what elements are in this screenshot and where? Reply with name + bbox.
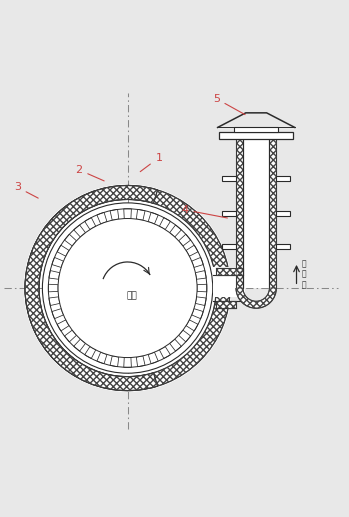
Wedge shape (170, 339, 181, 351)
Wedge shape (179, 234, 191, 246)
Wedge shape (159, 346, 170, 358)
Bar (222, 176, 236, 181)
Wedge shape (49, 270, 60, 279)
Text: 排
风
口: 排 风 口 (302, 259, 306, 289)
Polygon shape (216, 301, 236, 308)
Text: 1: 1 (140, 153, 162, 172)
Text: 4: 4 (181, 205, 228, 218)
Bar (269, 139, 276, 288)
Bar (269, 139, 276, 288)
Bar (234, 128, 278, 132)
Wedge shape (192, 257, 203, 267)
Circle shape (24, 185, 231, 391)
Text: 旋向: 旋向 (126, 291, 137, 300)
Wedge shape (192, 309, 203, 318)
Wedge shape (148, 352, 158, 364)
Bar (213, 267, 245, 297)
Bar (236, 139, 243, 288)
Bar (222, 211, 236, 216)
Wedge shape (85, 346, 96, 358)
Wedge shape (57, 245, 69, 256)
Wedge shape (136, 356, 145, 367)
Wedge shape (52, 309, 64, 318)
Circle shape (43, 203, 213, 373)
Wedge shape (85, 218, 96, 230)
Wedge shape (148, 212, 158, 224)
Bar (236, 139, 243, 288)
Wedge shape (65, 234, 76, 246)
Bar (276, 176, 290, 181)
Text: 3: 3 (14, 182, 38, 198)
Wedge shape (25, 186, 157, 390)
Wedge shape (186, 320, 198, 331)
Wedge shape (97, 212, 107, 224)
Wedge shape (110, 356, 119, 367)
Wedge shape (52, 257, 64, 267)
Text: 2: 2 (75, 165, 104, 181)
Wedge shape (124, 357, 131, 367)
Wedge shape (179, 330, 191, 342)
Circle shape (60, 220, 195, 356)
Bar (219, 132, 293, 139)
Bar (222, 244, 236, 249)
Wedge shape (65, 330, 76, 342)
Wedge shape (197, 284, 207, 292)
Bar (276, 244, 290, 249)
Wedge shape (124, 209, 131, 219)
Bar (276, 211, 290, 216)
Wedge shape (57, 320, 69, 331)
Wedge shape (136, 209, 145, 220)
Wedge shape (97, 352, 107, 364)
Circle shape (58, 219, 197, 358)
Wedge shape (48, 284, 58, 292)
Bar (243, 139, 269, 288)
Wedge shape (159, 218, 170, 230)
Text: 5: 5 (213, 94, 245, 115)
Wedge shape (74, 339, 86, 351)
Wedge shape (110, 209, 119, 220)
Wedge shape (170, 225, 181, 237)
Polygon shape (216, 268, 243, 275)
Wedge shape (49, 297, 60, 306)
Polygon shape (236, 288, 276, 308)
Wedge shape (74, 225, 86, 237)
Wedge shape (195, 270, 206, 279)
Wedge shape (186, 245, 198, 256)
Wedge shape (25, 186, 230, 390)
Wedge shape (195, 297, 206, 306)
